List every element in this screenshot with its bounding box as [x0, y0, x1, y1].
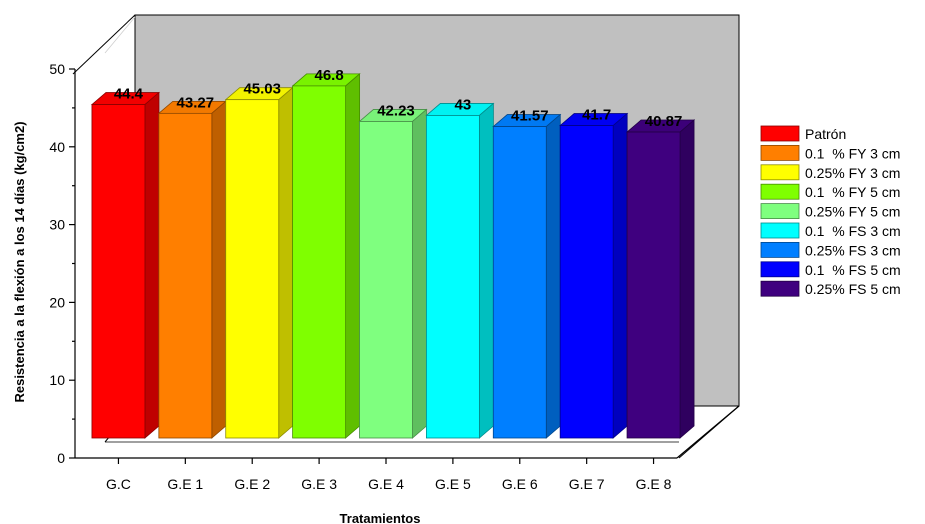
- x-tick-label-7: G.E 7: [569, 476, 605, 492]
- data-label-6: 41.57: [511, 108, 549, 125]
- legend-swatch-5: [760, 222, 800, 239]
- wall-top-edge: [72, 14, 136, 75]
- legend-swatch-7: [760, 261, 800, 278]
- bar-front-5: [425, 115, 480, 439]
- x-tick-label-3: G.E 3: [301, 476, 337, 492]
- legend-swatch-4: [760, 203, 800, 220]
- bar-4: [358, 108, 428, 439]
- bars: [90, 73, 696, 439]
- bar-side-7: [612, 112, 628, 439]
- data-label-8: 40.87: [645, 113, 683, 130]
- legend-label-1: 0.1 % FY 3 cm: [805, 145, 900, 161]
- bar-3: [291, 73, 361, 439]
- data-label-4: 42.23: [377, 102, 415, 119]
- bar-side-6: [545, 113, 561, 439]
- bar-front-3: [292, 85, 347, 439]
- x-tick-label-5: G.E 5: [435, 476, 471, 492]
- x-axis-depth-line: [676, 405, 740, 459]
- grid-line-5: [104, 16, 136, 54]
- data-label-0: 44.4: [114, 86, 144, 103]
- bar-side-3: [345, 73, 361, 439]
- bar-side-1: [211, 100, 227, 439]
- data-label-1: 43.27: [177, 94, 215, 111]
- legend-swatch-0: [760, 125, 800, 142]
- legend-label-0: Patrón: [805, 126, 846, 142]
- bar-8: [625, 119, 696, 439]
- x-tick-label-8: G.E 8: [636, 476, 672, 492]
- y-axis-label: Resistencia a la flexión a los 14 días (…: [12, 121, 27, 402]
- bar-front-2: [225, 99, 280, 439]
- data-label-7: 41.7: [582, 107, 611, 124]
- bar-2: [224, 86, 294, 439]
- x-tick-label-2: G.E 2: [234, 476, 270, 492]
- bar-1: [157, 100, 227, 439]
- bar-6: [492, 113, 562, 439]
- legend-label-5: 0.1 % FS 3 cm: [805, 223, 901, 239]
- bar-side-0: [144, 91, 160, 439]
- legend-swatch-8: [760, 280, 800, 297]
- x-tick-label-0: G.C: [106, 476, 131, 492]
- legend-swatch-2: [760, 164, 800, 181]
- legend-label-8: 0.25% FS 5 cm: [805, 281, 901, 297]
- y-tick-label-0: 0: [57, 450, 65, 466]
- bar-front-8: [626, 131, 681, 439]
- bar-side-5: [478, 102, 494, 439]
- bar-front-4: [359, 121, 413, 439]
- x-tick-label-6: G.E 6: [502, 476, 538, 492]
- bar-front-7: [559, 125, 614, 439]
- legend-swatch-1: [760, 144, 800, 161]
- data-label-5: 43: [455, 96, 472, 113]
- legend-label-3: 0.1 % FY 5 cm: [805, 184, 900, 200]
- x-axis-label: Tratamientos: [340, 511, 421, 524]
- legend-label-4: 0.25% FY 5 cm: [805, 204, 900, 220]
- y-tick-label-1: 10: [49, 372, 65, 388]
- legend-label-6: 0.25% FS 3 cm: [805, 242, 901, 258]
- bar-front-1: [158, 112, 213, 439]
- bar-5: [425, 102, 495, 439]
- bar-side-2: [278, 86, 294, 439]
- labels: 44.4 43.27 45.03 46.8 42.23 43 41.57 41.7 40.87 0…: [49, 61, 682, 492]
- legend-swatch-6: [760, 241, 800, 258]
- y-tick-label-4: 40: [49, 139, 65, 155]
- axes: [69, 68, 740, 464]
- data-label-3: 46.8: [315, 67, 344, 84]
- y-tick-label-3: 30: [49, 217, 65, 233]
- data-label-2: 45.03: [243, 81, 281, 98]
- legend-label-7: 0.1 % FS 5 cm: [805, 262, 901, 278]
- legend-swatch-3: [760, 183, 800, 200]
- bar-7: [559, 112, 629, 439]
- bar-side-4: [412, 108, 427, 439]
- bar-side-8: [679, 119, 695, 439]
- y-tick-label-2: 20: [49, 294, 65, 310]
- legend: Patrón 0.1 % FY 3 cm 0.25% FY 3 cm 0.1 % FY…: [755, 122, 925, 305]
- x-tick-label-4: G.E 4: [368, 476, 404, 492]
- bar-0: [90, 91, 161, 439]
- x-tick-label-1: G.E 1: [167, 476, 203, 492]
- bar-front-6: [492, 126, 547, 439]
- y-tick-label-5: 50: [49, 61, 65, 77]
- bar-front-0: [91, 104, 146, 439]
- legend-label-2: 0.25% FY 3 cm: [805, 165, 900, 181]
